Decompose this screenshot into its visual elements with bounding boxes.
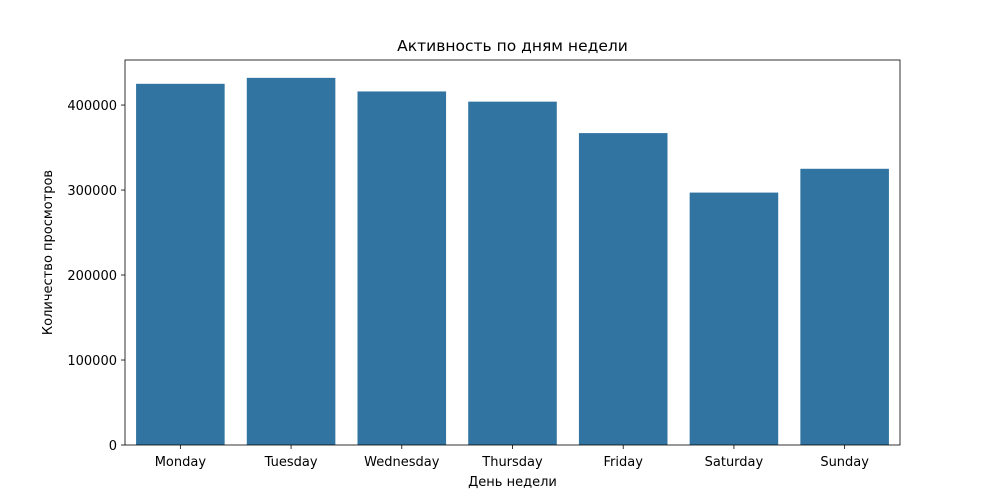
bar-sunday bbox=[800, 168, 889, 445]
y-tick-label: 300000 bbox=[67, 184, 117, 199]
x-tick-label: Wednesday bbox=[364, 455, 440, 470]
x-tick-label: Sunday bbox=[820, 455, 869, 470]
bar-wednesday bbox=[357, 91, 447, 445]
y-tick-label: 200000 bbox=[67, 269, 117, 284]
y-tick-label: 0 bbox=[109, 439, 117, 454]
x-tick-label: Thursday bbox=[481, 455, 543, 470]
bars-group bbox=[136, 77, 889, 446]
y-tick-label: 100000 bbox=[67, 354, 117, 369]
chart-title: Активность по дням недели bbox=[397, 37, 628, 55]
x-tick-label: Saturday bbox=[705, 455, 764, 470]
x-tick-label: Friday bbox=[604, 455, 644, 470]
bar-monday bbox=[136, 83, 225, 446]
y-tick-label: 400000 bbox=[67, 99, 117, 114]
x-axis-ticks: Monday Tuesday Wednesday Thursday Friday Satu… bbox=[155, 445, 869, 470]
y-axis-label: Количество просмотров bbox=[41, 170, 56, 335]
plot-frame bbox=[124, 59, 901, 446]
x-axis-label: День недели bbox=[468, 475, 557, 490]
bar-friday bbox=[578, 133, 668, 445]
x-tick-label: Monday bbox=[155, 455, 207, 470]
bar-thursday bbox=[468, 101, 557, 445]
x-tick-label: Tuesday bbox=[264, 455, 318, 470]
bar-tuesday bbox=[246, 77, 336, 445]
bar-saturday bbox=[689, 192, 779, 445]
y-axis-ticks: 0 100000 200000 300000 400000 bbox=[67, 99, 125, 454]
